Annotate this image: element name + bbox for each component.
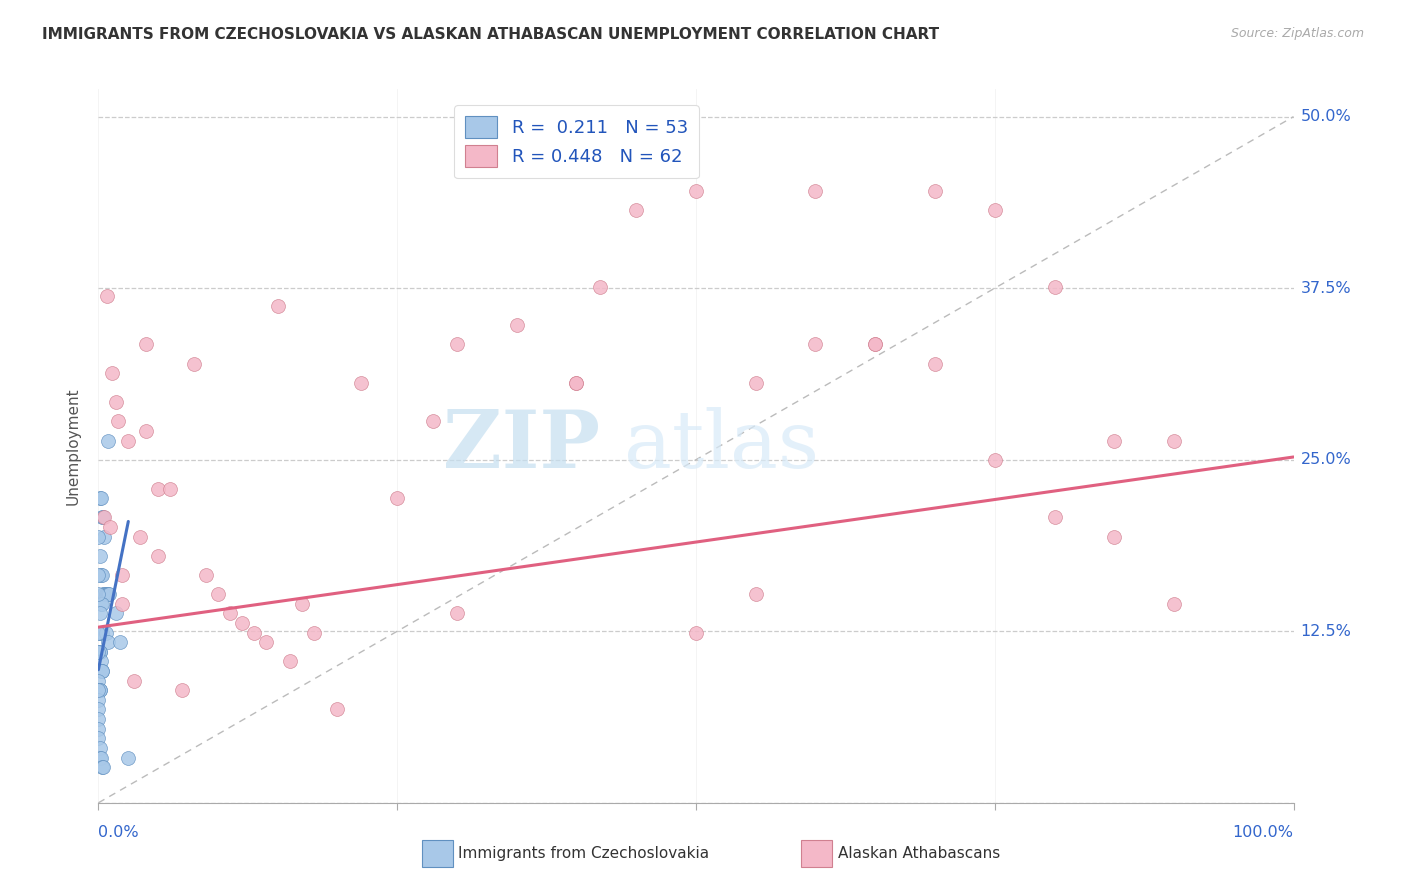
Text: 50.0%: 50.0% bbox=[1301, 109, 1351, 124]
Text: 0.0%: 0.0% bbox=[98, 825, 139, 840]
Text: ZIP: ZIP bbox=[443, 407, 600, 485]
Y-axis label: Unemployment: Unemployment bbox=[65, 387, 80, 505]
Text: IMMIGRANTS FROM CZECHOSLOVAKIA VS ALASKAN ATHABASCAN UNEMPLOYMENT CORRELATION CH: IMMIGRANTS FROM CZECHOSLOVAKIA VS ALASKA… bbox=[42, 27, 939, 42]
Text: Alaskan Athabascans: Alaskan Athabascans bbox=[838, 847, 1000, 861]
Text: 12.5%: 12.5% bbox=[1301, 624, 1351, 639]
Text: Source: ZipAtlas.com: Source: ZipAtlas.com bbox=[1230, 27, 1364, 40]
Text: Immigrants from Czechoslovakia: Immigrants from Czechoslovakia bbox=[458, 847, 710, 861]
Text: atlas: atlas bbox=[624, 407, 820, 485]
Legend: R =  0.211   N = 53, R = 0.448   N = 62: R = 0.211 N = 53, R = 0.448 N = 62 bbox=[454, 105, 699, 178]
Text: 100.0%: 100.0% bbox=[1233, 825, 1294, 840]
Text: 25.0%: 25.0% bbox=[1301, 452, 1351, 467]
Text: 37.5%: 37.5% bbox=[1301, 281, 1351, 295]
